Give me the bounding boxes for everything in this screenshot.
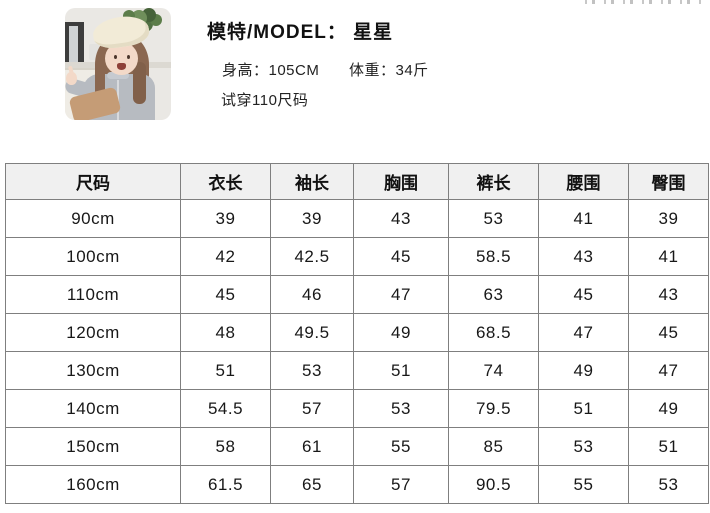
value-cell: 42.5 — [270, 237, 354, 276]
value-cell: 42 — [180, 237, 271, 276]
photo-girl-mouth — [117, 63, 126, 70]
value-cell: 53 — [270, 351, 354, 390]
table-body: 90cm 39 39 43 53 41 39 100cm 42 42.5 45 58.5 43 41 110… — [5, 199, 709, 504]
value-cell: 58.5 — [448, 237, 539, 276]
value-cell: 47 — [538, 313, 629, 352]
size-table: 尺码 衣长 袖长 胸围 裤长 腰围 臀围 90cm 39 39 43 53 41 39 100cm 42 42… — [5, 163, 709, 504]
value-cell: 68.5 — [448, 313, 539, 352]
value-cell: 41 — [628, 237, 709, 276]
value-cell: 57 — [353, 465, 449, 504]
photo-girl-hair-lock-right — [133, 62, 146, 104]
value-cell: 43 — [628, 275, 709, 314]
model-height: 身高：105CM — [222, 62, 320, 79]
table-row: 140cm 54.5 57 53 79.5 51 49 — [5, 389, 709, 428]
model-photo — [65, 8, 171, 120]
value-cell: 45 — [628, 313, 709, 352]
table-row: 120cm 48 49.5 49 68.5 47 45 — [5, 313, 709, 352]
value-cell: 39 — [628, 199, 709, 238]
value-cell: 48 — [180, 313, 271, 352]
header-cell: 腰围 — [538, 163, 629, 200]
value-cell: 49.5 — [270, 313, 354, 352]
value-cell: 49 — [628, 389, 709, 428]
header-cell: 臀围 — [628, 163, 709, 200]
value-cell: 46 — [270, 275, 354, 314]
model-weight: 体重：34斤 — [349, 62, 429, 79]
value-cell: 51 — [628, 427, 709, 466]
size-cell: 160cm — [5, 465, 181, 504]
table-row: 150cm 58 61 55 85 53 51 — [5, 427, 709, 466]
value-cell: 39 — [180, 199, 271, 238]
size-cell: 140cm — [5, 389, 181, 428]
size-cell: 110cm — [5, 275, 181, 314]
size-cell: 150cm — [5, 427, 181, 466]
size-cell: 100cm — [5, 237, 181, 276]
header-cell: 胸围 — [353, 163, 449, 200]
value-cell: 63 — [448, 275, 539, 314]
photo-girl-eye-right — [127, 55, 130, 59]
photo-girl-eye-left — [114, 55, 117, 59]
value-cell: 47 — [628, 351, 709, 390]
clipped-watermark-fragment — [585, 0, 703, 4]
value-cell: 49 — [353, 313, 449, 352]
header-cell: 裤长 — [448, 163, 539, 200]
value-cell: 55 — [538, 465, 629, 504]
header-cell: 袖长 — [270, 163, 354, 200]
value-cell: 51 — [180, 351, 271, 390]
value-cell: 53 — [628, 465, 709, 504]
value-cell: 54.5 — [180, 389, 271, 428]
value-cell: 61.5 — [180, 465, 271, 504]
photo-girl-hair-lock-left — [95, 66, 105, 102]
header-cell: 衣长 — [180, 163, 271, 200]
photo-girl-collar — [107, 72, 129, 79]
value-cell: 45 — [538, 275, 629, 314]
value-cell: 57 — [270, 389, 354, 428]
table-row: 90cm 39 39 43 53 41 39 — [5, 199, 709, 238]
value-cell: 90.5 — [448, 465, 539, 504]
value-cell: 55 — [353, 427, 449, 466]
table-row: 130cm 51 53 51 74 49 47 — [5, 351, 709, 390]
value-cell: 39 — [270, 199, 354, 238]
value-cell: 85 — [448, 427, 539, 466]
value-cell: 53 — [538, 427, 629, 466]
value-cell: 58 — [180, 427, 271, 466]
value-cell: 79.5 — [448, 389, 539, 428]
header-row: 尺码 衣长 袖长 胸围 裤长 腰围 臀围 — [5, 163, 709, 200]
value-cell: 49 — [538, 351, 629, 390]
photo-window-glass — [69, 26, 78, 62]
size-cell: 130cm — [5, 351, 181, 390]
value-cell: 43 — [538, 237, 629, 276]
value-cell: 53 — [353, 389, 449, 428]
value-cell: 41 — [538, 199, 629, 238]
model-title: 模特/MODEL： 星星 — [207, 22, 394, 43]
value-cell: 74 — [448, 351, 539, 390]
table-row: 160cm 61.5 65 57 90.5 55 53 — [5, 465, 709, 504]
header-cell: 尺码 — [5, 163, 181, 200]
value-cell: 51 — [353, 351, 449, 390]
value-cell: 45 — [353, 237, 449, 276]
size-cell: 90cm — [5, 199, 181, 238]
value-cell: 45 — [180, 275, 271, 314]
size-cell: 120cm — [5, 313, 181, 352]
value-cell: 51 — [538, 389, 629, 428]
model-fit-note: 试穿110尺码 — [221, 92, 309, 109]
value-cell: 65 — [270, 465, 354, 504]
photo-girl-hand — [66, 72, 77, 85]
value-cell: 43 — [353, 199, 449, 238]
table-row: 110cm 45 46 47 63 45 43 — [5, 275, 709, 314]
value-cell: 47 — [353, 275, 449, 314]
photo-glassware — [89, 44, 99, 60]
value-cell: 61 — [270, 427, 354, 466]
table-row: 100cm 42 42.5 45 58.5 43 41 — [5, 237, 709, 276]
value-cell: 53 — [448, 199, 539, 238]
